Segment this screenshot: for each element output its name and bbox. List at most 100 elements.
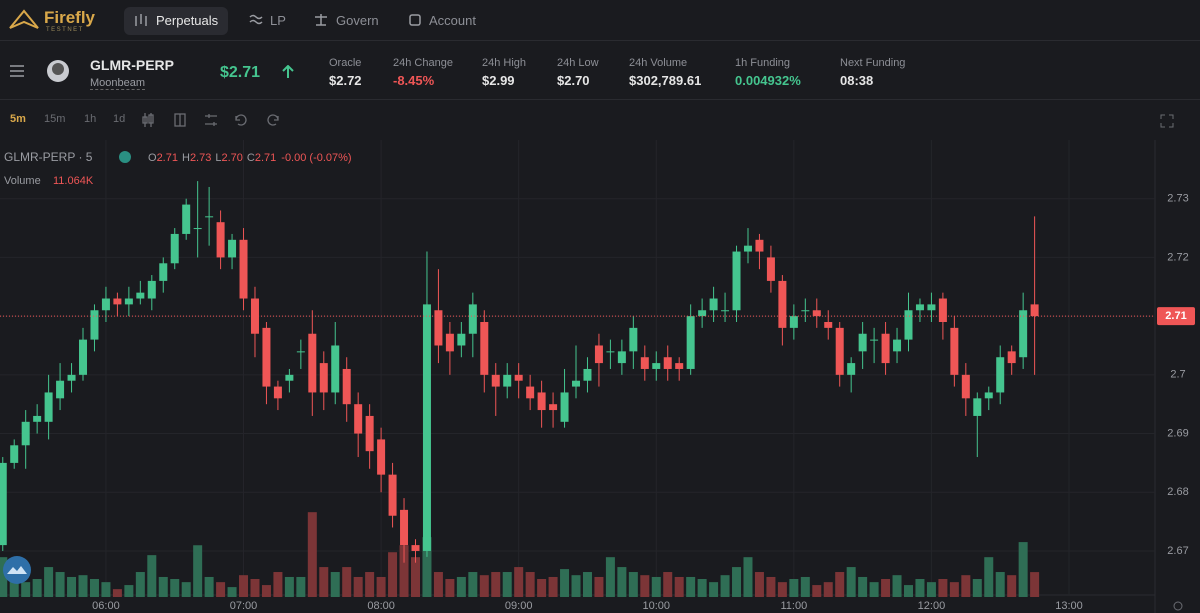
interval[interactable]: 5m	[10, 113, 26, 125]
stat-label: 24h Low	[557, 57, 599, 69]
interval[interactable]: 15m	[44, 113, 66, 125]
candle-body	[331, 345, 340, 393]
candle-body	[21, 421, 30, 446]
stat-label: 24h Change	[393, 57, 453, 69]
candle-body	[0, 462, 7, 546]
nav-item[interactable]: Account	[429, 13, 476, 28]
candle-body	[927, 304, 936, 311]
volume-bar	[720, 575, 730, 597]
candle-body	[961, 374, 970, 399]
logo-badge-icon	[7, 566, 27, 574]
volume-bar	[388, 552, 398, 597]
stat: Next Funding 08:38	[840, 57, 905, 88]
volume-bar	[456, 576, 466, 597]
volume-bar	[686, 576, 696, 597]
volume-bar	[365, 572, 375, 597]
ohlc-value: 2.71	[255, 152, 276, 164]
volume-bar	[915, 579, 925, 597]
volume-bar	[605, 557, 615, 597]
x-tick-label: 13:00	[1055, 600, 1083, 612]
candle-body	[56, 380, 65, 399]
volume-bar	[78, 575, 88, 597]
stat-label: 1h Funding	[735, 57, 791, 69]
candle-body	[159, 263, 168, 281]
x-tick-label: 11:00	[780, 600, 807, 612]
stat-label: Next Funding	[840, 57, 906, 69]
candle-body	[44, 392, 53, 422]
candle-body	[938, 298, 947, 322]
y-tick-label: 2.68	[1167, 486, 1188, 498]
volume-bar	[112, 589, 122, 597]
market-symbol[interactable]: GLMR-PERP	[90, 57, 174, 73]
volume-bar	[697, 579, 707, 597]
volume-bar	[193, 545, 203, 597]
ohlc-key: H	[182, 152, 190, 164]
volume-bar	[491, 572, 501, 597]
candle-body	[205, 216, 214, 218]
nav-item[interactable]: Perpetuals	[124, 7, 229, 35]
candle-body	[193, 228, 202, 230]
up-arrow	[282, 65, 294, 78]
candle-body	[904, 310, 913, 340]
nav-item[interactable]: Govern	[336, 13, 379, 28]
candle-body	[228, 239, 237, 258]
nav-item[interactable]: LP	[270, 13, 286, 28]
logo-badge	[3, 556, 31, 584]
volume-bar	[617, 567, 627, 597]
volume-bar	[961, 575, 971, 597]
candle-body	[136, 292, 145, 299]
volume-bar	[250, 579, 260, 597]
candle-body	[881, 333, 890, 364]
brand-sub: TESTNET	[46, 27, 84, 33]
stat-value: $2.70	[557, 73, 590, 88]
stat: 1h Funding 0.004932%	[735, 57, 801, 88]
fullscreen-icon[interactable]	[1160, 114, 1174, 128]
volume-bar	[67, 576, 77, 597]
volume-bar	[537, 579, 547, 597]
market-name: Moonbeam	[90, 77, 146, 90]
volume-bar	[640, 575, 650, 597]
interval[interactable]: 1h	[84, 113, 97, 125]
ohlc-value: 2.71	[157, 152, 178, 164]
volume-bar	[709, 582, 719, 597]
volume-bar	[55, 572, 65, 597]
volume-bar	[296, 576, 306, 597]
volume-bar	[124, 585, 134, 597]
stat-value: 08:38	[840, 73, 874, 88]
candle-body	[67, 374, 76, 381]
candle-body	[640, 357, 649, 369]
candle-body	[606, 351, 615, 353]
candle-body	[721, 310, 730, 312]
volume-bar	[261, 585, 271, 597]
volume-bar	[869, 582, 879, 597]
volume-bar	[170, 579, 180, 597]
stat-value: $302,789.61	[629, 73, 702, 88]
candle-body	[79, 339, 88, 375]
volume-bar	[949, 582, 959, 597]
stat: 24h Change -8.45%	[393, 57, 453, 88]
stat-label: Oracle	[329, 57, 362, 69]
y-tick-label: 2.7	[1170, 369, 1185, 381]
volume-bar	[284, 576, 294, 597]
volume-bar	[0, 557, 8, 597]
volume-bar	[846, 567, 856, 597]
y-tick-label: 2.73	[1167, 193, 1188, 205]
x-tick-label: 07:00	[230, 600, 258, 612]
volume-bar	[44, 567, 54, 597]
candle-body	[468, 304, 477, 334]
candle-body	[812, 310, 821, 317]
settings-icon[interactable]	[1173, 601, 1183, 611]
candle-body	[250, 298, 259, 334]
candle-body	[182, 204, 191, 234]
candle-body	[652, 363, 661, 369]
candle-body	[709, 298, 718, 311]
stat-value: $2.72	[329, 73, 362, 88]
volume-bar	[227, 587, 237, 597]
interval[interactable]: 1d	[113, 113, 126, 125]
volume-bar	[823, 582, 833, 597]
candle-body	[973, 398, 982, 416]
volume-bar	[777, 582, 787, 597]
candle-body	[354, 404, 363, 434]
volume-bar	[89, 579, 99, 597]
